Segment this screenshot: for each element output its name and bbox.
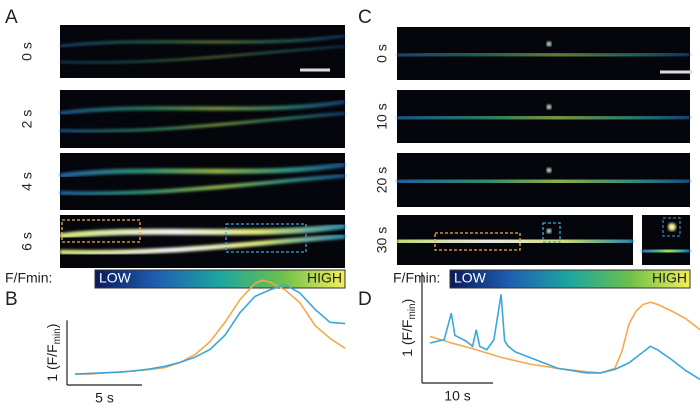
filament [59, 111, 346, 133]
panel-letter: D [358, 289, 372, 310]
time-label: 20 s [374, 167, 390, 193]
y-scale-label-part: ) [399, 299, 415, 304]
filament [59, 222, 346, 240]
time-label: 6 s [19, 232, 35, 251]
colorbar-low: LOW [99, 270, 132, 286]
colorbar [449, 269, 691, 289]
colorbar-high: HIGH [652, 270, 687, 286]
filament [59, 173, 346, 196]
colorbar-label: F/Fmin: [393, 270, 440, 286]
filament [59, 99, 346, 116]
time-label: 30 s [374, 227, 390, 253]
inset [642, 215, 690, 265]
time-label: 10 s [374, 103, 390, 129]
colorbar-label: F/Fmin: [5, 270, 52, 286]
filament [396, 176, 691, 187]
panel-letter: B [5, 289, 18, 310]
filament [59, 161, 346, 179]
roi-box [225, 223, 307, 253]
spine [546, 228, 552, 234]
panel-letter: A [5, 7, 18, 28]
x-scale-label: 10 s [444, 388, 470, 404]
filament [396, 50, 691, 60]
time-label: 4 s [19, 172, 35, 191]
filament [396, 113, 691, 123]
filament [59, 45, 346, 64]
colorbar [94, 269, 346, 289]
x-scale-label: 5 s [95, 390, 114, 406]
trace [75, 279, 346, 375]
spine [668, 223, 676, 231]
trace [429, 301, 700, 374]
spine [546, 167, 552, 173]
y-scale-label-part: 1 (F/F [44, 344, 60, 381]
y-scale-label-part: ) [44, 324, 60, 329]
filament [641, 246, 691, 256]
roi-box [434, 232, 521, 251]
spine [546, 41, 552, 47]
panel-letter: C [358, 7, 372, 28]
time-label: 2 s [19, 110, 35, 129]
y-scale-label-part: 1 (F/F [399, 320, 415, 357]
trace [429, 294, 700, 381]
time-label: 0 s [19, 42, 35, 61]
colorbar-low: LOW [454, 270, 487, 286]
y-scale-label-part: min [407, 303, 418, 319]
y-scale-label: 1 (F/Fmin) [44, 324, 63, 382]
roi-box [542, 222, 561, 243]
trace [74, 283, 346, 375]
micrograph [60, 25, 345, 78]
y-scale-label: 1 (F/Fmin) [399, 299, 418, 357]
micrograph [60, 90, 345, 148]
y-scale-label-part: min [52, 328, 63, 344]
filament [59, 34, 346, 48]
spine [546, 104, 552, 110]
roi-box [662, 217, 681, 237]
colorbar-high: HIGH [307, 270, 342, 286]
time-label: 0 s [374, 44, 390, 63]
filament [396, 235, 634, 247]
